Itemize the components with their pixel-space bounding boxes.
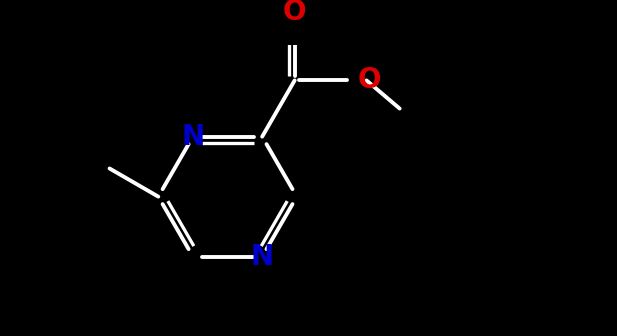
Text: O: O <box>283 0 307 26</box>
Text: N: N <box>181 123 204 151</box>
Text: N: N <box>251 243 274 270</box>
Text: O: O <box>358 67 381 94</box>
